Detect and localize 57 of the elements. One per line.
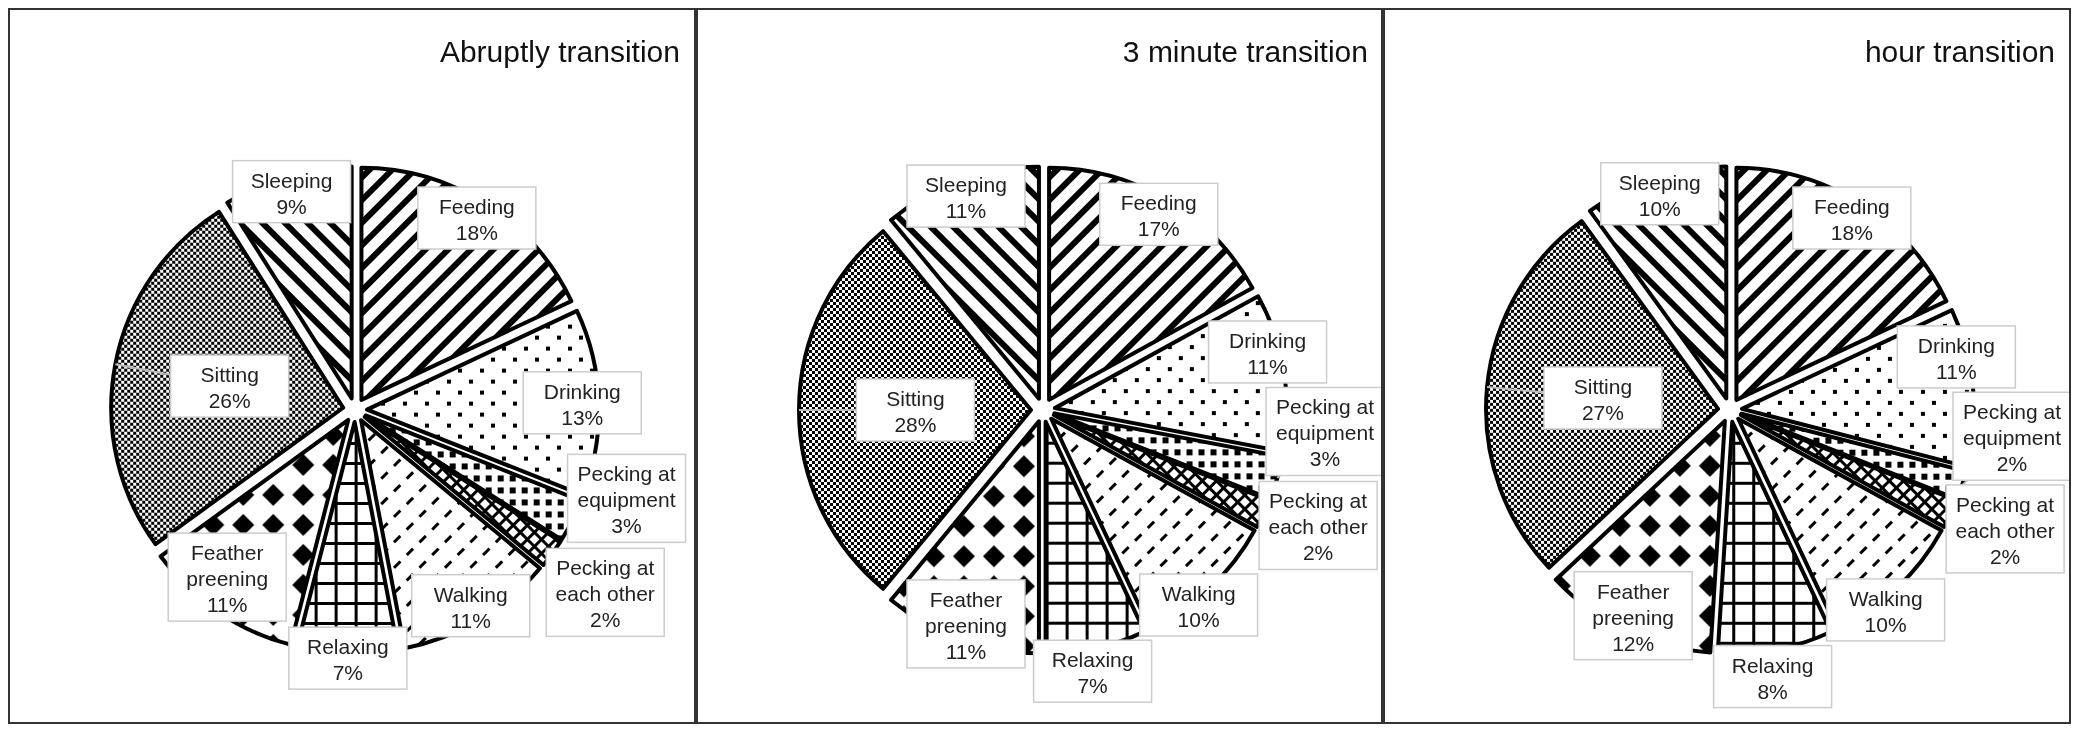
- data-label: 12%: [1612, 631, 1655, 655]
- slice-label: Sitting: [200, 363, 259, 387]
- slice-label: Pecking at each other: [555, 556, 655, 606]
- data-label: 27%: [1582, 400, 1625, 424]
- slice-label: Pecking at equipment: [577, 462, 676, 512]
- data-label: 18%: [455, 221, 498, 245]
- data-label: 3%: [611, 514, 642, 538]
- slice-label: Sitting: [1574, 374, 1633, 398]
- data-label: 13%: [561, 405, 604, 429]
- slice-label: Pecking at each other: [1955, 492, 2056, 542]
- data-label: 26%: [208, 389, 251, 413]
- slice-label: Relaxing: [307, 635, 389, 659]
- data-label: 9%: [276, 194, 307, 218]
- chart-title: hour transition: [1865, 35, 2056, 68]
- slice-label: Feeding: [1814, 195, 1891, 219]
- data-label: 11%: [1936, 359, 1977, 383]
- slice-label: Relaxing: [1732, 653, 1814, 677]
- chart-title: 3 minute transition: [1122, 35, 1368, 68]
- data-label: 11%: [1246, 354, 1288, 378]
- slice-label: Sitting: [885, 387, 945, 410]
- slice-label: Drinking: [1918, 333, 1996, 357]
- slice-label: Pecking at equipment: [1963, 400, 2062, 450]
- data-label: 18%: [1831, 221, 1874, 245]
- data-label: 28%: [894, 413, 937, 436]
- data-label: 11%: [945, 199, 986, 223]
- data-label: 10%: [1639, 196, 1682, 220]
- slice-label: Feather preening: [1592, 579, 1675, 629]
- slice-label: Pecking at equipment: [1275, 395, 1374, 445]
- slice-label: Relaxing: [1051, 648, 1134, 672]
- data-label: 3%: [1309, 447, 1340, 471]
- data-label: 10%: [1177, 608, 1220, 632]
- data-label: 11%: [450, 608, 491, 632]
- slice-label: Walking: [1161, 582, 1236, 606]
- slice-label: Sleeping: [1619, 170, 1701, 194]
- data-label: 11%: [945, 639, 986, 663]
- slice-label: Sleeping: [924, 173, 1007, 197]
- data-label: 2%: [1990, 544, 2021, 568]
- data-label: 2%: [590, 608, 621, 632]
- data-label: 7%: [332, 661, 364, 685]
- data-label: 7%: [1077, 674, 1108, 698]
- data-label: 2%: [1997, 452, 2028, 476]
- slice-label: Feeding: [1120, 191, 1197, 215]
- slice-label: Pecking at each other: [1268, 489, 1368, 539]
- slice-label: Sleeping: [250, 168, 333, 192]
- slice-label: Feeding: [438, 195, 515, 219]
- data-label: 2%: [1302, 541, 1333, 565]
- data-label: 11%: [206, 593, 248, 617]
- slice-label: Feather preening: [924, 587, 1007, 637]
- slice-label: Feather preening: [186, 541, 269, 591]
- slice-label: Walking: [1849, 586, 1923, 610]
- data-label: 17%: [1137, 217, 1180, 241]
- slice-label: Drinking: [1228, 328, 1306, 352]
- slice-label: Drinking: [543, 379, 621, 403]
- data-label: 8%: [1757, 679, 1789, 703]
- slice-label: Walking: [433, 582, 508, 606]
- chart-title: Abruptly transition: [439, 35, 680, 68]
- data-label: 10%: [1864, 612, 1907, 636]
